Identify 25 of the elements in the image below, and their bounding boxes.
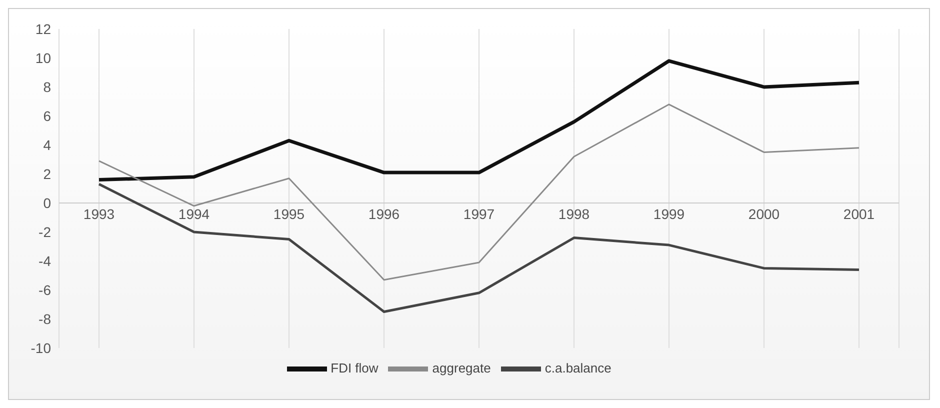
y-tick-label: 10 [35,50,52,66]
x-tick-label: 1995 [273,206,305,222]
x-tick-label: 1997 [463,206,495,222]
y-tick-label: 6 [43,108,52,124]
legend-label: FDI flow [330,360,378,376]
line-series [97,59,861,182]
legend-label: c.a.balance [544,360,612,376]
y-tick-label: -10 [30,340,52,356]
y-tick-label: -2 [38,224,52,240]
y-tick-label: 2 [43,166,52,182]
y-tick-label: 8 [43,78,52,95]
y-tick-label: -6 [38,282,52,298]
x-tick-label: 1998 [558,206,590,222]
y-tick-label: -4 [38,252,52,269]
x-tick-label: 2001 [843,206,875,222]
legend-label: aggregate [432,360,491,376]
x-tick-label: 1999 [653,206,685,222]
y-tick-label: 4 [43,136,52,153]
y-tick-label: 0 [43,194,52,211]
y-tick-label: 12 [35,20,52,37]
y-tick-label: -8 [38,310,52,327]
x-tick-label: 1994 [178,206,210,222]
x-tick-label: 2000 [748,206,780,222]
x-tick-label: 1996 [368,206,400,222]
x-tick-label: 1993 [83,206,115,222]
